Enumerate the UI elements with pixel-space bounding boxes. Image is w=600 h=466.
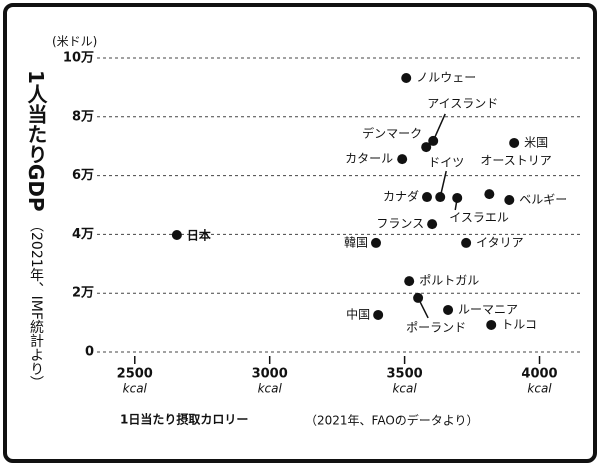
y-axis-title: 1人当たりGDP [24, 70, 48, 212]
point [428, 135, 439, 146]
point-label: デンマーク [362, 126, 422, 141]
x-unit: kcal [527, 382, 552, 396]
point-label: ポルトガル [419, 274, 479, 288]
y-tick-label: 6万 [72, 168, 94, 183]
x-tick-label: 4000 [521, 367, 557, 382]
y-unit: (米ドル) [52, 35, 97, 49]
point [397, 154, 408, 165]
point [422, 192, 433, 203]
point [443, 304, 454, 315]
point [401, 72, 412, 83]
point [421, 142, 432, 153]
point-label: ドイツ [428, 156, 464, 170]
point [373, 309, 384, 320]
point-label: フランス [376, 217, 424, 231]
y-tick-label: 2万 [72, 286, 94, 301]
x-tick-label: 2500 [117, 367, 153, 382]
frame [3, 3, 597, 463]
point-label: トルコ [501, 317, 537, 331]
point [461, 237, 472, 248]
point [427, 219, 438, 230]
point-label: カナダ [383, 189, 419, 204]
x-tick-label: 3500 [387, 367, 423, 382]
point [435, 192, 446, 203]
y-tick-label: 8万 [72, 109, 94, 124]
x-tick-label: 3000 [252, 367, 288, 382]
point-label: ルーマニア [458, 302, 518, 316]
point-label: ポーランド [406, 320, 466, 334]
point-label: イスラエル [449, 210, 509, 224]
point [404, 276, 415, 287]
x-unit: kcal [123, 382, 148, 396]
x-unit: kcal [258, 382, 283, 396]
point-label: カタール [345, 152, 393, 166]
point-label: 中国 [346, 306, 370, 321]
point-label: 日本 [187, 227, 211, 242]
point-label: ベルギー [519, 193, 567, 207]
point [504, 195, 515, 206]
point-label: 米国 [524, 135, 548, 149]
y-axis-note: （2021年、IMF統計より） [28, 218, 44, 390]
x-axis-title: 1日当たり摂取カロリー [120, 412, 248, 427]
point-label: アイスランド [427, 96, 498, 110]
y-tick-label: 10万 [63, 51, 94, 66]
y-tick-label: 4万 [72, 227, 94, 242]
point-label: オーストリア [480, 154, 551, 168]
y-tick-label: 0 [85, 345, 94, 360]
point [486, 319, 497, 330]
point-label: ノルウェー [416, 70, 476, 84]
point-label: 韓国 [344, 235, 368, 249]
point [452, 192, 463, 203]
x-axis-note: （2021年、FAOのデータより） [305, 413, 479, 428]
point [509, 137, 520, 148]
point [371, 237, 382, 248]
x-unit: kcal [392, 382, 417, 396]
point [171, 229, 182, 240]
point [413, 292, 424, 303]
point-label: イタリア [476, 235, 524, 249]
point [484, 189, 495, 200]
